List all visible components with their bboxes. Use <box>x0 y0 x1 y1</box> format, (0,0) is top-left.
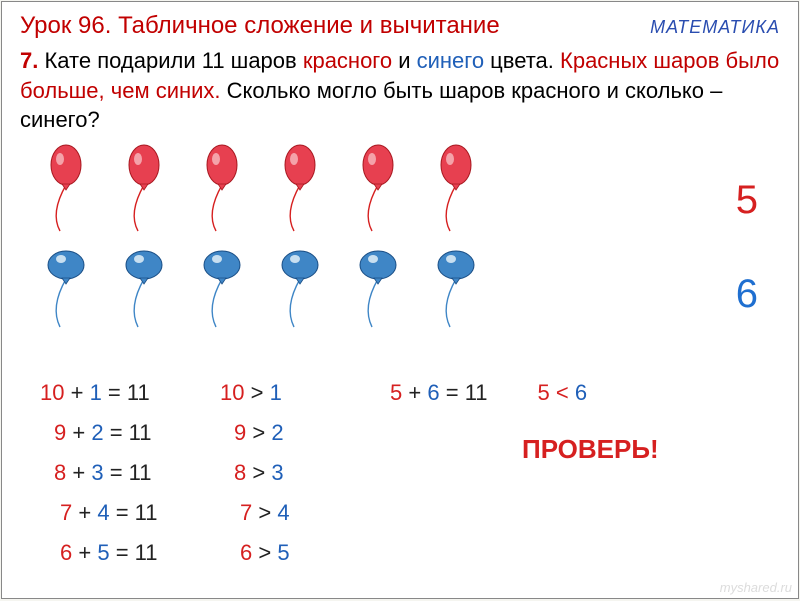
watermark: myshared.ru <box>720 580 792 595</box>
right-equations: 5 + 6 = 11 5 < 6 <box>390 380 587 406</box>
equation: 10 + 1 = 11 <box>40 380 220 420</box>
equation: 9 + 2 = 11 <box>54 420 234 460</box>
problem-text: 7. Кате подарили 11 шаров красного и син… <box>20 46 780 135</box>
blue-balloon-icon <box>352 239 404 329</box>
check-label: ПРОВЕРЬ! <box>522 434 659 465</box>
blue-count-label: 6 <box>736 272 758 317</box>
right-equation: 5 + 6 = 11 <box>390 380 488 406</box>
red-balloon-icon <box>352 143 404 233</box>
red-balloon-icon <box>40 143 92 233</box>
blue-balloon-icon <box>430 239 482 329</box>
red-balloon-row <box>20 143 780 231</box>
comparison: 6 > 5 <box>240 540 380 580</box>
comparison: 10 > 1 <box>220 380 360 420</box>
red-balloon-icon <box>274 143 326 233</box>
blue-balloon-icon <box>274 239 326 329</box>
blue-balloon-icon <box>196 239 248 329</box>
problem-number: 7. <box>20 48 38 73</box>
right-comparison: 5 < 6 <box>538 380 588 406</box>
red-count-label: 5 <box>736 178 758 223</box>
equation-row: 9 + 2 = 119 > 2 <box>26 420 380 460</box>
equation-row: 8 + 3 = 118 > 3 <box>26 460 380 500</box>
red-balloon-icon <box>430 143 482 233</box>
equation: 7 + 4 = 11 <box>60 500 240 540</box>
equations-list: 10 + 1 = 1110 > 19 + 2 = 119 > 28 + 3 = … <box>26 380 380 580</box>
comparison: 9 > 2 <box>234 420 374 460</box>
blue-balloon-icon <box>118 239 170 329</box>
subject-label: МАТЕМАТИКА <box>650 17 780 38</box>
lesson-title: Урок 96. Табличное сложение и вычитание <box>20 12 500 40</box>
red-balloon-icon <box>118 143 170 233</box>
equation-row: 10 + 1 = 1110 > 1 <box>26 380 380 420</box>
blue-balloon-icon <box>40 239 92 329</box>
comparison: 7 > 4 <box>240 500 380 540</box>
blue-balloon-row <box>20 239 780 327</box>
comparison: 8 > 3 <box>234 460 374 500</box>
equation: 6 + 5 = 11 <box>60 540 240 580</box>
red-balloon-icon <box>196 143 248 233</box>
equation-row: 7 + 4 = 117 > 4 <box>26 500 380 540</box>
equation: 8 + 3 = 11 <box>54 460 234 500</box>
equation-row: 6 + 5 = 116 > 5 <box>26 540 380 580</box>
